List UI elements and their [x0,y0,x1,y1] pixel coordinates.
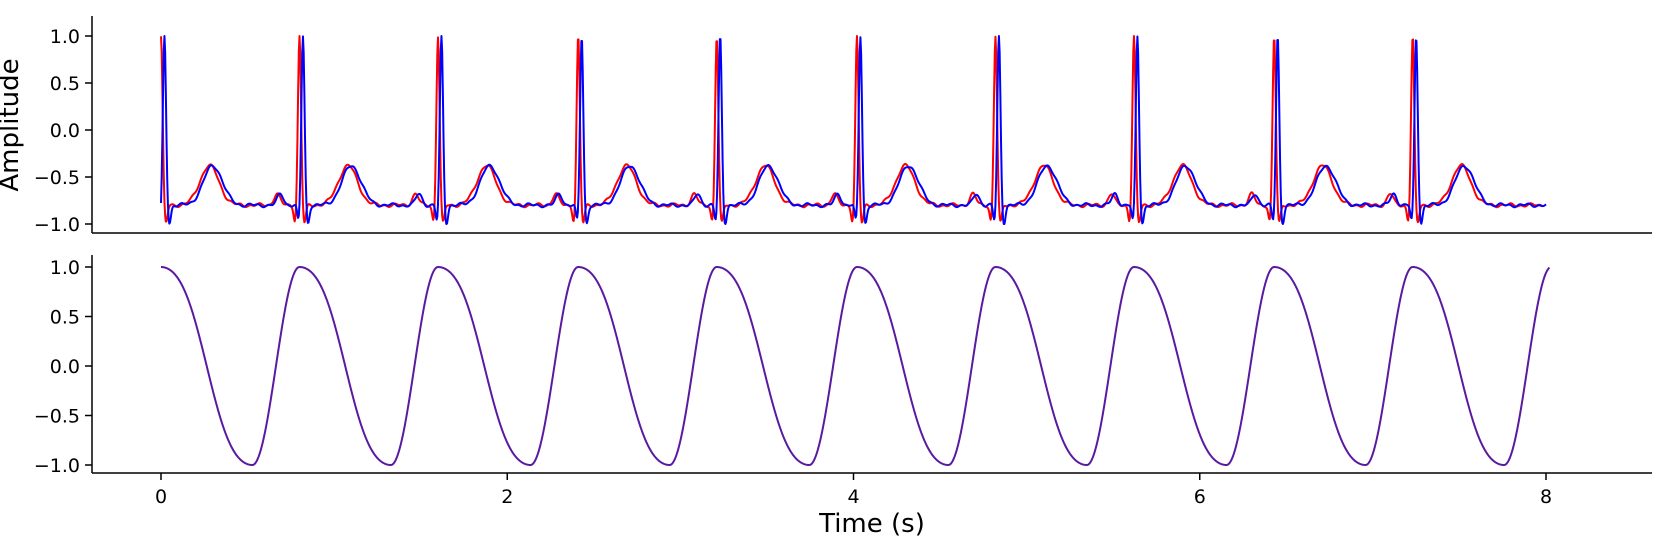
x-tick-label: 6 [1194,486,1206,508]
x-tick-label: 4 [847,486,859,508]
top-series-lines [160,35,1547,225]
top-y-ticks: −1.0 −0.5 0.0 0.5 1.0 [34,26,92,236]
x-tick-label: 2 [501,486,513,508]
bottom-y-tick-label: 0.0 [50,356,80,378]
top-series-line-0 [160,35,1544,224]
bottom-x-ticks: 0 2 4 6 8 [155,473,1552,508]
bottom-series-line-0 [160,266,1551,466]
y-axis-title: Amplitude [0,58,25,191]
bottom-y-tick-label: −0.5 [34,406,80,428]
top-y-tick-label: 0.5 [50,73,80,95]
bottom-y-tick-label: 1.0 [50,257,80,279]
x-tick-label: 0 [155,486,167,508]
top-y-tick-label: 0.0 [50,120,80,142]
top-y-tick-label: −0.5 [34,167,80,189]
bottom-y-tick-label: 0.5 [50,307,80,329]
top-series-line-1 [160,35,1547,225]
bottom-y-ticks: −1.0 −0.5 0.0 0.5 1.0 [34,257,92,477]
bottom-series-lines [160,266,1551,466]
bottom-y-tick-label: −1.0 [34,455,80,477]
x-axis-title: Time (s) [818,509,925,539]
panel-bottom: −1.0 −0.5 0.0 0.5 1.0 0 2 4 6 8 Time (s) [34,255,1652,539]
top-y-tick-label: −1.0 [34,214,80,236]
top-y-tick-label: 1.0 [50,26,80,48]
panel-top: −1.0 −0.5 0.0 0.5 1.0 Amplitude [0,16,1652,236]
x-tick-label: 8 [1540,486,1552,508]
